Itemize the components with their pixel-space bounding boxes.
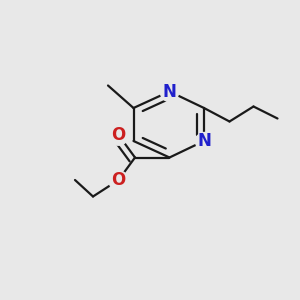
Text: O: O [111,171,126,189]
Text: O: O [111,126,126,144]
Text: N: N [197,132,211,150]
Text: N: N [163,82,176,100]
